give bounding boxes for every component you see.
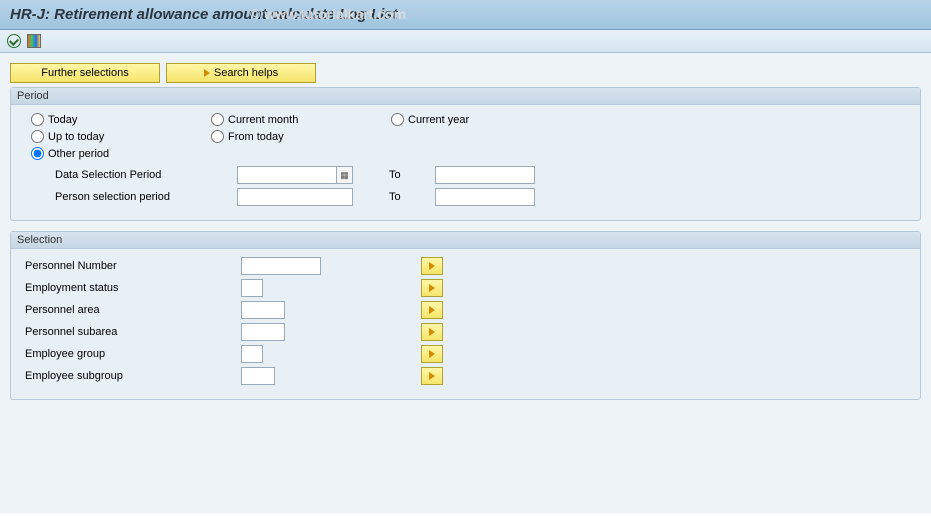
person-selection-period-label: Person selection period <box>51 191 231 203</box>
arrow-right-icon <box>429 372 435 380</box>
data-selection-period-label: Data Selection Period <box>51 169 231 181</box>
radio-up-to-today-input[interactable] <box>31 130 44 143</box>
radio-from-today-input[interactable] <box>211 130 224 143</box>
radio-other-period[interactable]: Other period <box>31 147 211 160</box>
radio-current-year[interactable]: Current year <box>391 113 571 126</box>
data-selection-from-input[interactable] <box>237 166 337 184</box>
personnel-number-label: Personnel Number <box>21 260 241 272</box>
period-group-title: Period <box>11 88 920 105</box>
personnel-subarea-label: Personnel subarea <box>21 326 241 338</box>
personnel-subarea-input[interactable] <box>241 323 285 341</box>
personnel-subarea-multiselect[interactable] <box>421 323 443 341</box>
search-helps-button[interactable]: Search helps <box>166 63 316 83</box>
arrow-right-icon <box>429 262 435 270</box>
employee-group-multiselect[interactable] <box>421 345 443 363</box>
arrow-right-icon <box>429 350 435 358</box>
personnel-area-multiselect[interactable] <box>421 301 443 319</box>
to-label-1: To <box>389 169 429 181</box>
variant-icon[interactable] <box>26 33 42 49</box>
radio-current-year-input[interactable] <box>391 113 404 126</box>
radio-current-month-input[interactable] <box>211 113 224 126</box>
person-selection-to-input[interactable] <box>435 188 535 206</box>
radio-other-period-input[interactable] <box>31 147 44 160</box>
employee-group-input[interactable] <box>241 345 263 363</box>
title-bar: HR-J: Retirement allowance amount calcul… <box>0 0 931 30</box>
personnel-number-multiselect[interactable] <box>421 257 443 275</box>
arrow-right-icon <box>429 306 435 314</box>
execute-icon[interactable] <box>6 33 22 49</box>
radio-current-month-label: Current month <box>228 114 298 126</box>
radio-other-period-label: Other period <box>48 148 109 160</box>
radio-today[interactable]: Today <box>31 113 211 126</box>
selection-group: Selection Personnel Number Employment st… <box>10 231 921 400</box>
selection-group-title: Selection <box>11 232 920 249</box>
radio-up-to-today-label: Up to today <box>48 131 104 143</box>
employment-status-multiselect[interactable] <box>421 279 443 297</box>
selection-buttons-row: Further selections Search helps <box>10 63 921 83</box>
further-selections-button[interactable]: Further selections <box>10 63 160 83</box>
personnel-area-input[interactable] <box>241 301 285 319</box>
person-selection-from-input[interactable] <box>237 188 353 206</box>
personnel-number-input[interactable] <box>241 257 321 275</box>
radio-today-input[interactable] <box>31 113 44 126</box>
to-label-2: To <box>389 191 429 203</box>
arrow-right-icon <box>429 328 435 336</box>
employee-subgroup-multiselect[interactable] <box>421 367 443 385</box>
radio-from-today-label: From today <box>228 131 284 143</box>
radio-current-month[interactable]: Current month <box>211 113 391 126</box>
search-helps-label: Search helps <box>214 67 278 79</box>
employee-group-label: Employee group <box>21 348 241 360</box>
main-area: Further selections Search helps Period T… <box>0 53 931 513</box>
watermark: © www.tutorialkart.com <box>250 6 406 22</box>
arrow-right-icon <box>204 69 210 77</box>
data-selection-to-input[interactable] <box>435 166 535 184</box>
radio-up-to-today[interactable]: Up to today <box>31 130 211 143</box>
radio-today-label: Today <box>48 114 77 126</box>
personnel-area-label: Personnel area <box>21 304 241 316</box>
further-selections-label: Further selections <box>41 67 128 79</box>
arrow-right-icon <box>429 284 435 292</box>
radio-from-today[interactable]: From today <box>211 130 391 143</box>
employment-status-input[interactable] <box>241 279 263 297</box>
radio-current-year-label: Current year <box>408 114 469 126</box>
app-toolbar <box>0 30 931 53</box>
date-picker-icon[interactable]: ▦ <box>337 166 353 184</box>
employee-subgroup-input[interactable] <box>241 367 275 385</box>
employment-status-label: Employment status <box>21 282 241 294</box>
employee-subgroup-label: Employee subgroup <box>21 370 241 382</box>
period-group: Period Today Current month Current year … <box>10 87 921 221</box>
